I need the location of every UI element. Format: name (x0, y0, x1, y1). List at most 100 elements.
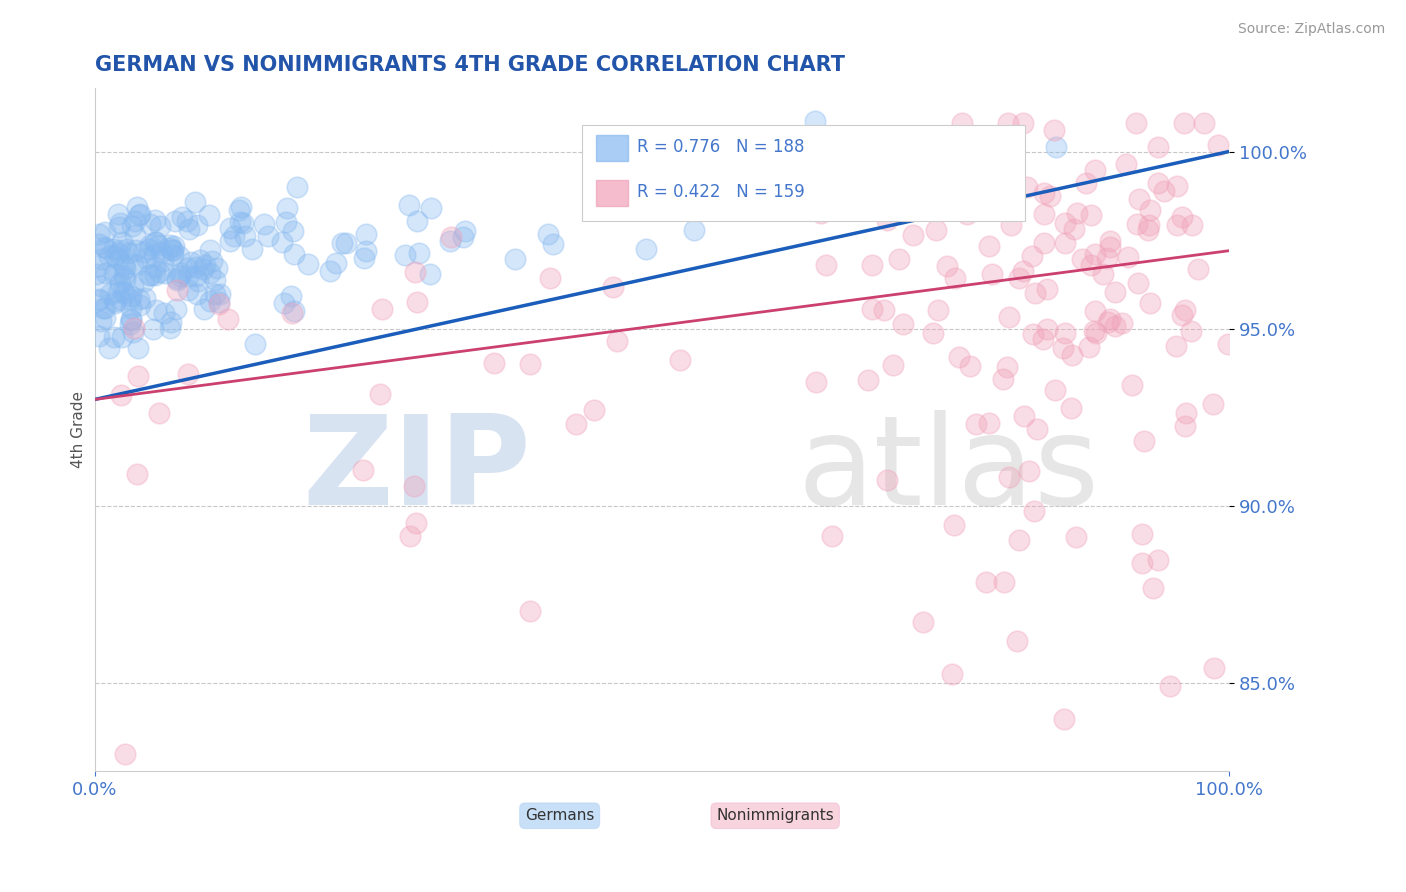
Point (159, 320, 181, 334)
Point (948, 350, 970, 364)
Point (228, 202, 250, 217)
Point (283, 247, 305, 261)
Point (997, 360, 1019, 375)
Point (1062, 348, 1084, 362)
Point (166, 273, 188, 287)
Point (969, 184, 991, 198)
Point (138, 243, 160, 257)
Point (107, 252, 129, 267)
Point (176, 213, 198, 227)
Point (1091, 268, 1114, 282)
Point (128, 208, 150, 222)
Point (1021, 249, 1043, 263)
Point (1171, 210, 1194, 224)
Point (1116, 250, 1139, 264)
Point (1174, 406, 1197, 420)
Point (1054, 235, 1077, 250)
Point (120, 312, 142, 326)
Point (87, 259, 110, 273)
Point (1202, 660, 1225, 674)
Point (153, 306, 176, 320)
Point (191, 262, 214, 277)
Point (887, 252, 910, 266)
Point (1142, 581, 1164, 595)
Point (602, 279, 624, 293)
Point (169, 268, 191, 283)
Point (925, 222, 948, 236)
Point (1083, 324, 1105, 338)
Point (127, 341, 149, 355)
Point (145, 235, 167, 249)
Point (186, 260, 208, 275)
Point (860, 302, 883, 317)
Point (122, 257, 145, 271)
Point (804, 376, 827, 390)
Point (803, 113, 825, 128)
Point (96, 266, 118, 280)
Point (219, 234, 242, 248)
Point (439, 230, 461, 244)
Point (1085, 326, 1108, 340)
Point (186, 218, 208, 232)
Point (1084, 247, 1107, 261)
Point (860, 258, 883, 272)
Point (132, 244, 155, 259)
Point (935, 260, 957, 274)
Point (90, 252, 112, 266)
Point (270, 235, 292, 249)
Point (143, 260, 166, 274)
Point (682, 223, 704, 237)
Point (257, 228, 280, 243)
Point (89, 237, 111, 252)
Point (98, 250, 121, 264)
Point (240, 242, 263, 256)
Point (94, 311, 117, 326)
Point (273, 296, 295, 310)
Point (98, 287, 121, 301)
Point (1174, 302, 1197, 317)
Point (998, 469, 1021, 483)
Point (89, 293, 111, 307)
Point (104, 293, 127, 308)
Point (142, 248, 165, 262)
Point (419, 267, 441, 281)
Point (1128, 192, 1150, 206)
Point (1130, 526, 1153, 541)
Point (160, 243, 183, 257)
Point (120, 292, 142, 306)
Point (207, 294, 229, 309)
Point (86, 267, 108, 281)
Point (1007, 270, 1029, 285)
Point (253, 217, 276, 231)
Point (129, 207, 152, 221)
Point (127, 258, 149, 272)
Point (974, 575, 997, 590)
Point (177, 268, 200, 283)
Point (1080, 208, 1102, 222)
Point (108, 216, 131, 230)
Point (187, 274, 209, 288)
Point (1111, 316, 1133, 330)
Point (1139, 202, 1161, 217)
Point (1042, 123, 1064, 137)
Point (108, 276, 131, 290)
Point (145, 303, 167, 318)
Point (901, 227, 924, 242)
Point (325, 256, 347, 270)
Point (997, 116, 1019, 130)
Point (1099, 234, 1122, 248)
Point (1007, 633, 1029, 648)
Text: Germans: Germans (524, 808, 595, 823)
Point (132, 275, 155, 289)
Point (180, 255, 202, 269)
Point (404, 265, 426, 279)
Point (110, 387, 132, 401)
Point (821, 529, 844, 543)
Point (165, 214, 187, 228)
Point (1216, 337, 1239, 351)
Point (91, 301, 114, 316)
Point (229, 215, 252, 229)
Point (103, 267, 125, 281)
Point (1206, 137, 1229, 152)
Point (217, 312, 239, 326)
